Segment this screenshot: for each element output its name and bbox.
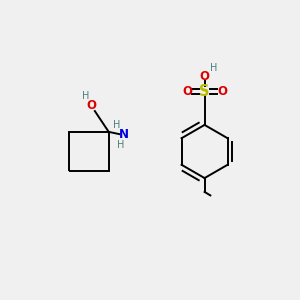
Text: O: O (86, 100, 96, 112)
Text: O: O (182, 85, 192, 98)
Text: H: H (210, 63, 217, 73)
Text: O: O (217, 85, 227, 98)
Text: N: N (119, 128, 129, 141)
Text: H: H (82, 91, 89, 100)
Text: S: S (199, 84, 210, 99)
Text: H: H (117, 140, 124, 150)
Text: O: O (200, 70, 210, 83)
Text: H: H (113, 120, 121, 130)
